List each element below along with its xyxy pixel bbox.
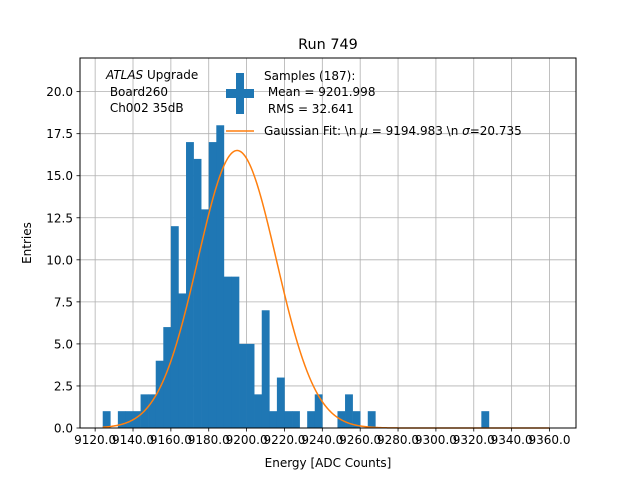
histogram-bar — [307, 411, 316, 428]
histogram-bar — [269, 411, 278, 428]
x-tick-label: 9180.0 — [188, 433, 230, 447]
atlas-annotation-line1: ATLAS Upgrade — [105, 68, 198, 82]
y-axis-ticks: 0.0 2.5 5.0 7.5 10.0 12.5 15.0 17.5 20.0 — [46, 85, 80, 436]
histogram-bar — [117, 411, 126, 428]
histogram-bar — [133, 411, 141, 428]
atlas-channel-label: Ch002 35dB — [106, 101, 184, 115]
chart-title: Run 749 — [298, 37, 358, 53]
y-tick-label: 2.5 — [54, 379, 73, 393]
atlas-board-label: Board260 — [106, 85, 168, 99]
x-tick-label: 9220.0 — [263, 433, 305, 447]
legend-sigma-symbol: σ — [462, 124, 470, 138]
x-tick-label: 9300.0 — [415, 433, 457, 447]
histogram-bar — [254, 394, 263, 428]
histogram-bar — [239, 343, 247, 428]
histogram-bars — [102, 125, 490, 429]
histogram-bar — [125, 411, 134, 428]
x-tick-label: 9320.0 — [453, 433, 495, 447]
histogram-bar — [102, 411, 111, 428]
legend-rms: RMS = 32.641 — [264, 102, 354, 116]
histogram-bar — [170, 226, 179, 428]
x-tick-label: 9240.0 — [301, 433, 343, 447]
histogram-bar — [246, 343, 255, 428]
legend-mu-symbol: μ — [359, 124, 368, 138]
y-tick-label: 10.0 — [46, 253, 73, 267]
y-tick-label: 17.5 — [46, 127, 73, 141]
legend-sigma-value: =20.735 — [470, 124, 522, 138]
histogram-bar — [178, 293, 187, 428]
histogram-bar — [155, 360, 164, 428]
histogram-bar — [193, 158, 202, 428]
legend-samples-count: Samples (187): — [264, 69, 355, 83]
histogram-bar — [352, 411, 361, 428]
x-tick-label: 9280.0 — [377, 433, 419, 447]
x-tick-label: 9200.0 — [226, 433, 268, 447]
atlas-annotation: ATLAS Upgrade Board260 Ch002 35dB — [105, 68, 198, 115]
histogram-bar — [201, 209, 210, 428]
y-tick-label: 0.0 — [54, 422, 73, 436]
legend-mu-value: = 9194.983 \n — [368, 124, 462, 138]
y-tick-label: 20.0 — [46, 85, 73, 99]
plot-frame — [79, 57, 577, 429]
atlas-experiment-name: ATLAS — [105, 68, 144, 82]
x-axis-label: Energy [ADC Counts] — [265, 456, 392, 470]
histogram-bar — [481, 411, 490, 428]
y-tick-label: 5.0 — [54, 337, 73, 351]
x-tick-label: 9360.0 — [528, 433, 570, 447]
histogram-bar — [163, 327, 172, 428]
y-tick-label: 12.5 — [46, 211, 73, 225]
legend: Samples (187): Mean = 9201.998 RMS = 32.… — [226, 69, 522, 138]
x-tick-label: 9260.0 — [339, 433, 381, 447]
histogram-bar — [276, 377, 285, 428]
histogram-bar — [186, 142, 194, 428]
histogram-bar — [223, 276, 232, 428]
histogram-bar — [345, 394, 353, 428]
x-tick-label: 9160.0 — [150, 433, 192, 447]
grid-layer — [80, 58, 576, 429]
histogram-bar — [284, 411, 293, 428]
histogram-bar — [216, 125, 225, 429]
legend-fit-prefix: Gaussian Fit: \n — [264, 124, 360, 138]
histogram-bar — [314, 394, 323, 428]
x-tick-label: 9120.0 — [74, 433, 116, 447]
y-axis-label: Entries — [20, 222, 34, 264]
legend-mean: Mean = 9201.998 — [264, 85, 375, 99]
legend-fit-label: Gaussian Fit: \n μ = 9194.983 \n σ=20.73… — [264, 124, 522, 138]
x-tick-label: 9140.0 — [112, 433, 154, 447]
histogram-bar — [261, 310, 270, 428]
x-tick-label: 9340.0 — [491, 433, 533, 447]
x-axis-ticks: 9120.09140.09160.09180.09200.09220.09240… — [74, 428, 570, 447]
histogram-bar — [148, 394, 157, 428]
atlas-experiment-suffix: Upgrade — [143, 68, 198, 82]
legend-histogram-handle — [226, 73, 254, 114]
histogram-bar — [231, 276, 240, 428]
histogram-bar — [292, 411, 300, 428]
y-tick-label: 7.5 — [54, 295, 73, 309]
histogram-bar — [367, 411, 376, 428]
y-tick-label: 15.0 — [46, 169, 73, 183]
histogram-bar — [208, 142, 217, 428]
